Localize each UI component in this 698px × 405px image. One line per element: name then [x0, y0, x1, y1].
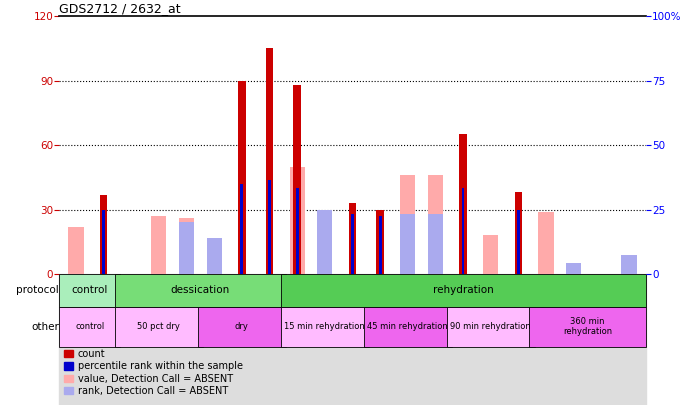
- Text: 90 min rehydration: 90 min rehydration: [450, 322, 531, 331]
- Bar: [459, 134, 467, 274]
- Bar: [621, 259, 637, 274]
- Legend: count, percentile rank within the sample, value, Detection Call = ABSENT, rank, : count, percentile rank within the sample…: [64, 349, 243, 396]
- Bar: [207, 237, 222, 274]
- Bar: [59, 274, 646, 405]
- Bar: [517, 210, 520, 274]
- Bar: [241, 184, 243, 274]
- Bar: [483, 235, 498, 274]
- Bar: [351, 214, 354, 274]
- Bar: [293, 85, 301, 274]
- Bar: [400, 214, 415, 274]
- Text: control: control: [75, 322, 105, 331]
- Bar: [268, 179, 271, 274]
- Bar: [68, 227, 84, 274]
- Bar: [281, 307, 369, 347]
- Bar: [59, 274, 120, 307]
- Bar: [290, 166, 305, 274]
- Bar: [428, 214, 443, 274]
- Bar: [400, 175, 415, 274]
- Bar: [179, 222, 194, 274]
- Bar: [238, 81, 246, 274]
- Bar: [530, 307, 646, 347]
- Bar: [114, 307, 203, 347]
- Bar: [281, 274, 646, 307]
- Bar: [102, 210, 105, 274]
- Text: 360 min
rehydration: 360 min rehydration: [563, 317, 612, 337]
- Bar: [348, 203, 357, 274]
- Bar: [379, 216, 382, 274]
- Bar: [179, 218, 194, 274]
- Text: GDS2712 / 2632_at: GDS2712 / 2632_at: [59, 2, 181, 15]
- Bar: [296, 188, 299, 274]
- Bar: [566, 263, 581, 274]
- Bar: [266, 49, 274, 274]
- Text: rehydration: rehydration: [433, 286, 493, 296]
- Text: 45 min rehydration: 45 min rehydration: [367, 322, 448, 331]
- Text: dry: dry: [235, 322, 248, 331]
- Bar: [59, 307, 120, 347]
- Bar: [198, 307, 286, 347]
- Bar: [100, 194, 107, 274]
- Text: other: other: [31, 322, 59, 332]
- Bar: [447, 307, 535, 347]
- Bar: [514, 192, 522, 274]
- Bar: [566, 263, 581, 274]
- Bar: [538, 212, 554, 274]
- Bar: [317, 210, 332, 274]
- Bar: [462, 188, 464, 274]
- Bar: [376, 210, 384, 274]
- Bar: [114, 274, 286, 307]
- Bar: [317, 210, 332, 274]
- Text: dessication: dessication: [171, 286, 230, 296]
- Text: control: control: [72, 286, 108, 296]
- Bar: [364, 307, 452, 347]
- Text: protocol: protocol: [16, 286, 59, 296]
- Bar: [621, 255, 637, 274]
- Text: 50 pct dry: 50 pct dry: [138, 322, 180, 331]
- Bar: [151, 216, 167, 274]
- Bar: [428, 175, 443, 274]
- Text: 15 min rehydration: 15 min rehydration: [285, 322, 365, 331]
